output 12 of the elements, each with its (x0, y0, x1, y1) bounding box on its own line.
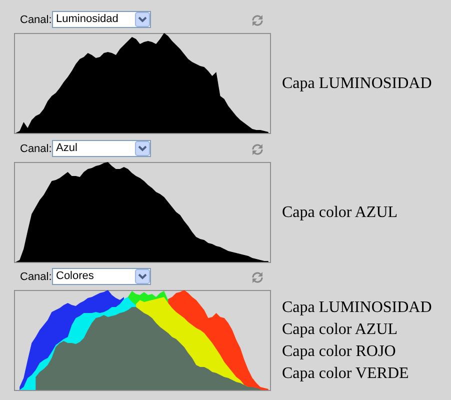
text: Capa LUMINOSIDAD (282, 74, 432, 94)
text: Capa color VERDE (282, 364, 410, 384)
dropdown: Azul (52, 140, 151, 157)
text: Canal: (20, 271, 52, 283)
text: Capa color AZUL (282, 320, 399, 340)
text: Capa color ROJO (282, 342, 397, 362)
text: Canal: (20, 143, 52, 155)
dropdown: Luminosidad (52, 11, 151, 28)
text: Capa LUMINOSIDAD (282, 298, 432, 318)
dropdown: Colores (52, 268, 151, 285)
text: Capa color AZUL (282, 202, 398, 222)
text: Canal: (20, 14, 52, 26)
